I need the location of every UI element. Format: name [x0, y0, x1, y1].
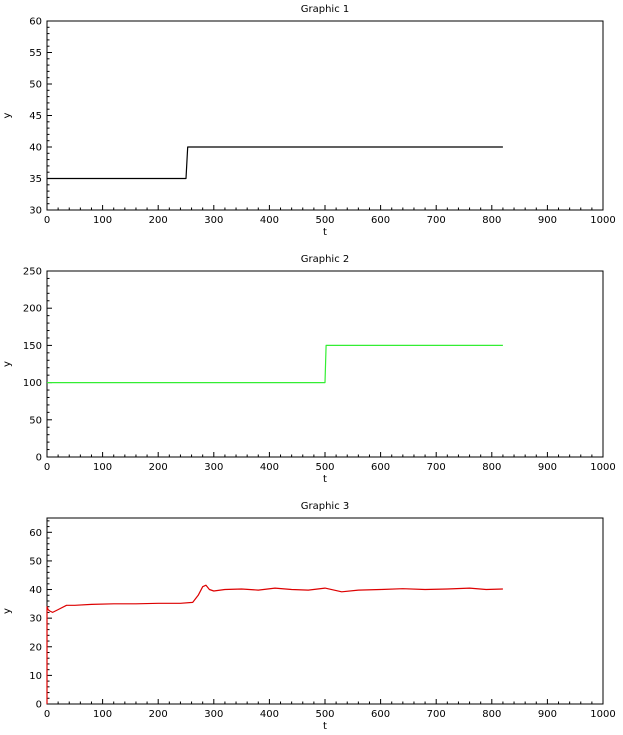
chart-3-x-tick-label: 600	[371, 709, 390, 720]
chart-3-title: Graphic 3	[301, 501, 350, 512]
chart-1-x-tick-label: 100	[93, 215, 112, 226]
chart-2-x-tick-label: 800	[482, 462, 501, 473]
chart-1-title: Graphic 1	[301, 4, 350, 15]
chart-1-x-tick-label: 300	[204, 215, 223, 226]
chart-2: Graphic 20 100 200 300 400 500 600 700 800 900 100…	[2, 254, 616, 485]
chart-1-x-tick-label: 400	[260, 215, 279, 226]
chart-2-x-tick-label: 500	[315, 462, 334, 473]
chart-2-x-tick-label: 1000	[590, 462, 615, 473]
chart-1-series-line	[47, 146, 503, 180]
chart-1: Graphic 1 0 100 200 300 400 500 600 700 800 900 100…	[2, 4, 616, 238]
chart-1-plot-frame	[46, 20, 604, 211]
chart-3-y-tick-label: 20	[29, 642, 42, 653]
chart-1-x-tick-label: 600	[371, 215, 390, 226]
chart-1-x-tick-label: 800	[482, 215, 501, 226]
chart-2-y-tick-label: 250	[23, 267, 42, 278]
chart-3: Graphic 30 100 200 300 400 500 600 700 800 900 100…	[2, 501, 616, 732]
chart-1-x-tick-label: 700	[427, 215, 446, 226]
chart-2-y-axis-label: y	[2, 361, 13, 367]
chart-1-x-tick-label: 200	[149, 215, 168, 226]
chart-3-y-tick-label: 0	[36, 700, 42, 711]
chart-2-x-tick-label: 400	[260, 462, 279, 473]
chart-1-x-axis-label: t	[323, 227, 327, 238]
chart-3-x-tick-label: 0	[44, 709, 50, 720]
chart-2-x-tick-label: 0	[44, 462, 50, 473]
chart-1-y-tick-label: 40	[29, 143, 42, 154]
chart-1-x-tick-label: 0	[44, 215, 50, 226]
chart-3-x-tick-label: 500	[315, 709, 334, 720]
chart-1-x-tick-label: 500	[315, 215, 334, 226]
chart-3-x-tick-label: 700	[427, 709, 446, 720]
chart-3-y-tick-label: 60	[29, 528, 42, 539]
chart-3-y-tick-label: 40	[29, 585, 42, 596]
chart-2-y-tick-label: 0	[36, 453, 42, 464]
chart-3-x-tick-label: 400	[260, 709, 279, 720]
chart-2-y-tick-label: 50	[29, 415, 42, 426]
chart-3-y-axis-label: y	[2, 608, 13, 614]
chart-1-y-tick-label: 35	[29, 174, 42, 185]
chart-3-x-tick-label: 100	[93, 709, 112, 720]
chart-2-title: Graphic 2	[301, 254, 350, 265]
chart-3-y-tick-label: 30	[29, 614, 42, 625]
chart-1-y-tick-label: 45	[29, 111, 42, 122]
chart-2-x-tick-label: 900	[538, 462, 557, 473]
chart-2-y-tick-label: 200	[23, 304, 42, 315]
chart-2-x-axis-label: t	[323, 474, 327, 485]
chart-2-y-tick-label: 100	[23, 378, 42, 389]
chart-3-y-tick-label: 50	[29, 556, 42, 567]
chart-1-y-tick-label: 55	[29, 48, 42, 59]
chart-2-series-line	[47, 344, 503, 384]
chart-1-x-tick-label: 900	[538, 215, 557, 226]
chart-1-x-tick-label: 1000	[590, 215, 615, 226]
chart-1-y-tick-label: 50	[29, 80, 42, 91]
chart-3-x-tick-label: 900	[538, 709, 557, 720]
chart-3-y-tick-label: 10	[29, 671, 42, 682]
chart-2-x-tick-label: 300	[204, 462, 223, 473]
chart-2-x-tick-label: 600	[371, 462, 390, 473]
chart-1-y-tick-label: 30	[29, 206, 42, 217]
chart-3-series-line	[46, 584, 503, 704]
chart-3-x-tick-label: 300	[204, 709, 223, 720]
chart-3-x-tick-label: 1000	[590, 709, 615, 720]
chart-3-x-tick-label: 200	[149, 709, 168, 720]
chart-1-y-axis-label: y	[2, 112, 13, 118]
chart-2-x-tick-label: 100	[93, 462, 112, 473]
chart-3-plot-frame	[46, 517, 604, 705]
chart-3-x-tick-label: 800	[482, 709, 501, 720]
chart-2-x-tick-label: 700	[427, 462, 446, 473]
chart-2-y-tick-label: 150	[23, 341, 42, 352]
chart-3-x-axis-label: t	[323, 721, 327, 732]
chart-2-x-tick-label: 200	[149, 462, 168, 473]
chart-1-y-tick-label: 60	[29, 17, 42, 28]
